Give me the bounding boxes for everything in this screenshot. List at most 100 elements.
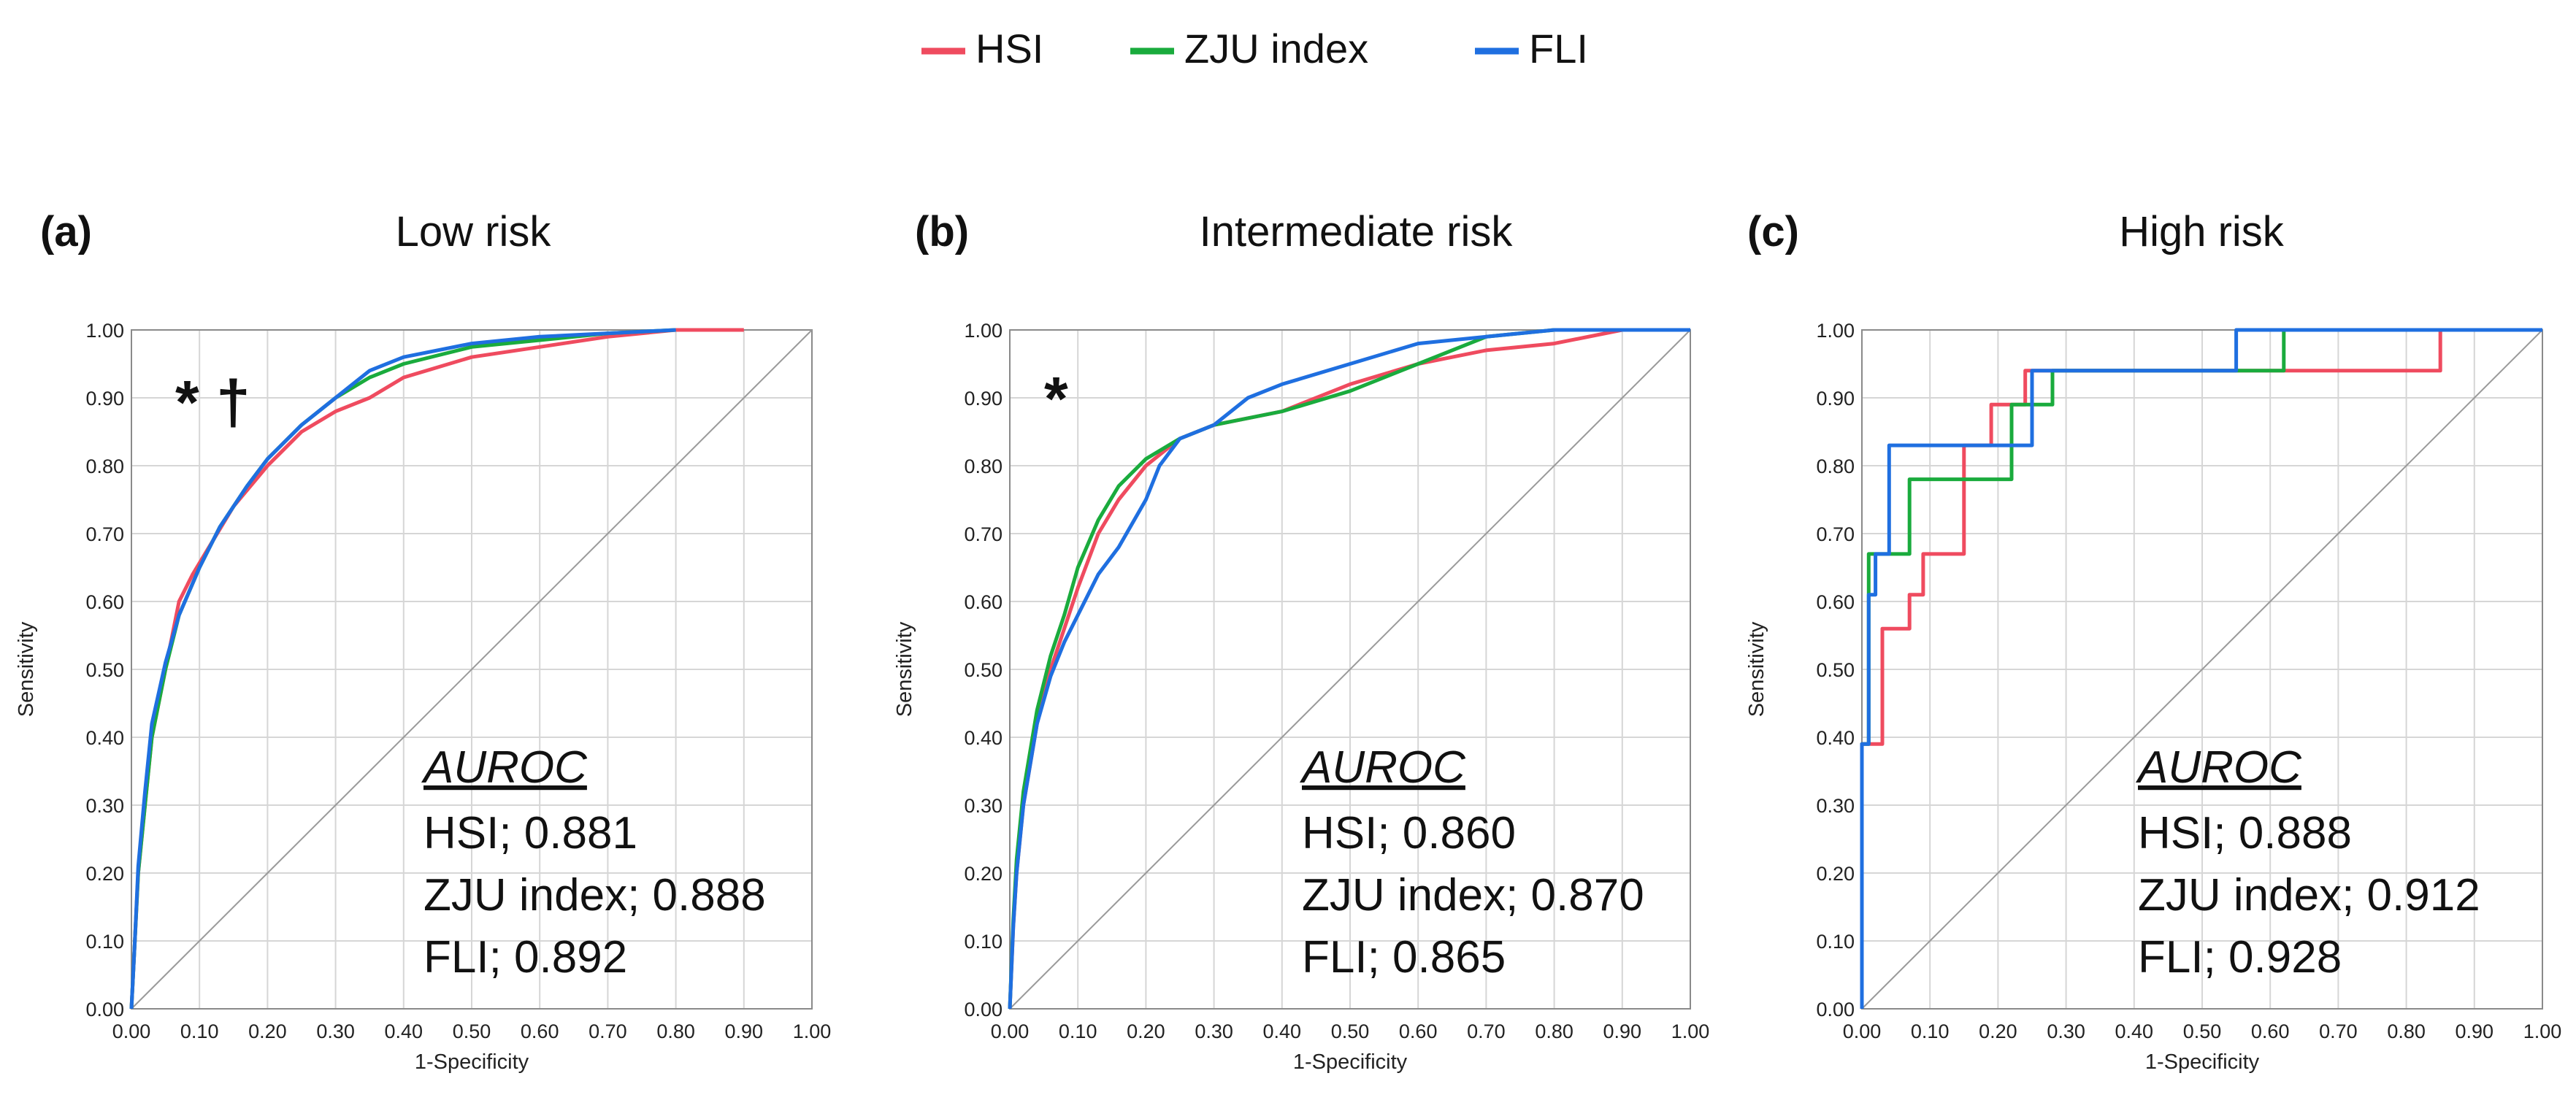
y-tick-label-a-2: 0.20 <box>85 863 124 885</box>
plot-b: 0.00 0.10 0.20 0.30 0.40 0.50 0.60 0.70 0.80 0.90… <box>893 320 1709 1074</box>
x-tick-label-a-0: 0.00 <box>112 1020 151 1042</box>
panel-label-b: (b) <box>915 208 969 255</box>
y-tick-label-c-7: 0.70 <box>1816 523 1855 545</box>
x-tick-label-c-10: 1.00 <box>2523 1020 2562 1042</box>
auroc-line-a-hsi: HSI; 0.881 <box>423 808 637 858</box>
auroc-heading-a: AUROC <box>421 742 588 793</box>
x-tick-label-b-7: 0.70 <box>1467 1020 1506 1042</box>
auroc-line-b-zju: ZJU index; 0.870 <box>1302 870 1644 920</box>
y-tick-label-a-3: 0.30 <box>85 795 124 817</box>
plot-frame-c <box>1861 329 2543 1010</box>
series-line-b-fli <box>1008 328 1690 1010</box>
y-tick-label-a-6: 0.60 <box>85 591 124 613</box>
y-tick-label-a-9: 0.90 <box>85 388 124 410</box>
x-tick-label-b-3: 0.30 <box>1195 1020 1233 1042</box>
series-line-c-fli <box>1860 328 2542 1009</box>
y-tick-label-a-0: 0.00 <box>85 999 124 1020</box>
y-tick-label-b-7: 0.70 <box>964 523 1003 545</box>
x-tick-label-a-6: 0.60 <box>521 1020 559 1042</box>
y-tick-label-c-3: 0.30 <box>1816 795 1855 817</box>
panel-title-c: High risk <box>2119 208 2285 255</box>
panel-b: (b) Intermediate risk 0.00 0.10 0.20 0.30 0.… <box>893 208 1709 1074</box>
x-tick-label-a-2: 0.20 <box>248 1020 287 1042</box>
auroc-line-c-hsi: HSI; 0.888 <box>2138 808 2352 858</box>
x-tick-label-a-7: 0.70 <box>589 1020 627 1042</box>
annotation-b: * <box>1044 364 1068 433</box>
y-tick-label-a-7: 0.70 <box>85 523 124 545</box>
x-tick-label-a-3: 0.30 <box>316 1020 355 1042</box>
x-tick-label-c-5: 0.50 <box>2183 1020 2222 1042</box>
auroc-line-c-zju: ZJU index; 0.912 <box>2138 870 2480 920</box>
x-tick-label-a-5: 0.50 <box>453 1020 491 1042</box>
x-tick-label-b-5: 0.50 <box>1331 1020 1370 1042</box>
x-axis-label-b: 1-Specificity <box>1293 1050 1408 1074</box>
y-tick-label-c-0: 0.00 <box>1816 999 1855 1020</box>
x-tick-label-b-1: 0.10 <box>1059 1020 1097 1042</box>
y-tick-label-b-10: 1.00 <box>964 320 1003 342</box>
y-tick-label-c-1: 0.10 <box>1816 931 1855 953</box>
y-tick-label-a-8: 0.80 <box>85 455 124 477</box>
x-tick-label-b-10: 1.00 <box>1671 1020 1710 1042</box>
auroc-line-a-zju: ZJU index; 0.888 <box>423 870 766 920</box>
legend-label-fli: FLI <box>1529 26 1588 72</box>
y-tick-label-b-5: 0.50 <box>964 659 1003 681</box>
x-tick-label-c-2: 0.20 <box>1979 1020 2017 1042</box>
plot-frame-a <box>131 329 813 1010</box>
y-tick-label-b-1: 0.10 <box>964 931 1003 953</box>
legend: HSI ZJU index FLI <box>921 26 1588 72</box>
x-tick-label-b-9: 0.90 <box>1603 1020 1642 1042</box>
y-tick-label-c-2: 0.20 <box>1816 863 1855 885</box>
x-tick-label-b-4: 0.40 <box>1263 1020 1302 1042</box>
panel-title-b: Intermediate risk <box>1200 208 1514 255</box>
y-axis-label-b: Sensitivity <box>893 621 916 717</box>
x-tick-label-b-2: 0.20 <box>1127 1020 1165 1042</box>
panel-title-a: Low risk <box>396 208 552 255</box>
series-line-b-zju-index <box>1008 328 1690 1010</box>
x-tick-label-a-8: 0.80 <box>656 1020 695 1042</box>
panel-label-c: (c) <box>1747 208 1799 255</box>
y-tick-label-b-2: 0.20 <box>964 863 1003 885</box>
auroc-heading-b: AUROC <box>1299 742 1466 793</box>
x-tick-label-c-1: 0.10 <box>1911 1020 1950 1042</box>
x-tick-label-a-10: 1.00 <box>793 1020 832 1042</box>
y-tick-label-c-8: 0.80 <box>1816 455 1855 477</box>
y-tick-label-b-8: 0.80 <box>964 455 1003 477</box>
y-tick-label-c-6: 0.60 <box>1816 591 1855 613</box>
x-tick-label-c-3: 0.30 <box>2047 1020 2085 1042</box>
auroc-box-c: AUROC HSI; 0.888 ZJU index; 0.912 FLI; 0… <box>2135 742 2480 983</box>
x-axis-label-c: 1-Specificity <box>2145 1050 2260 1074</box>
x-tick-label-b-0: 0.00 <box>991 1020 1030 1042</box>
x-tick-label-c-9: 0.90 <box>2456 1020 2494 1042</box>
y-tick-label-c-9: 0.90 <box>1816 388 1855 410</box>
y-tick-label-c-10: 1.00 <box>1816 320 1855 342</box>
x-axis-label-a: 1-Specificity <box>415 1050 529 1074</box>
x-tick-label-c-6: 0.60 <box>2251 1020 2290 1042</box>
y-tick-label-b-0: 0.00 <box>964 999 1003 1020</box>
auroc-line-c-fli: FLI; 0.928 <box>2138 932 2342 983</box>
annotation-a: * † <box>175 368 250 437</box>
auroc-line-b-hsi: HSI; 0.860 <box>1302 808 1516 858</box>
auroc-box-b: AUROC HSI; 0.860 ZJU index; 0.870 FLI; 0… <box>1299 742 1644 983</box>
y-tick-label-b-3: 0.30 <box>964 795 1003 817</box>
y-axis-label-c: Sensitivity <box>1745 621 1768 717</box>
plot-frame-b <box>1009 329 1691 1010</box>
y-tick-label-a-5: 0.50 <box>85 659 124 681</box>
plot-c: 0.00 0.10 0.20 0.30 0.40 0.50 0.60 0.70 0.80 0.90… <box>1745 320 2561 1074</box>
plot-a: 0.00 0.10 0.20 0.30 0.40 0.50 0.60 0.70 0.80 0.90… <box>15 320 831 1074</box>
auroc-heading-c: AUROC <box>2135 742 2302 793</box>
y-tick-label-b-9: 0.90 <box>964 388 1003 410</box>
y-tick-label-c-5: 0.50 <box>1816 659 1855 681</box>
auroc-line-b-fli: FLI; 0.865 <box>1302 932 1506 983</box>
x-tick-label-c-7: 0.70 <box>2319 1020 2358 1042</box>
y-tick-label-a-4: 0.40 <box>85 727 124 749</box>
reference-diagonal-c <box>1861 329 2543 1010</box>
series-line-a-fli <box>129 328 676 1010</box>
auroc-line-a-fli: FLI; 0.892 <box>423 932 627 983</box>
x-tick-label-b-8: 0.80 <box>1535 1020 1573 1042</box>
auroc-box-a: AUROC HSI; 0.881 ZJU index; 0.888 FLI; 0… <box>421 742 766 983</box>
x-tick-label-c-8: 0.80 <box>2387 1020 2426 1042</box>
y-tick-label-b-6: 0.60 <box>964 591 1003 613</box>
reference-diagonal-a <box>131 329 813 1010</box>
y-tick-label-b-4: 0.40 <box>964 727 1003 749</box>
